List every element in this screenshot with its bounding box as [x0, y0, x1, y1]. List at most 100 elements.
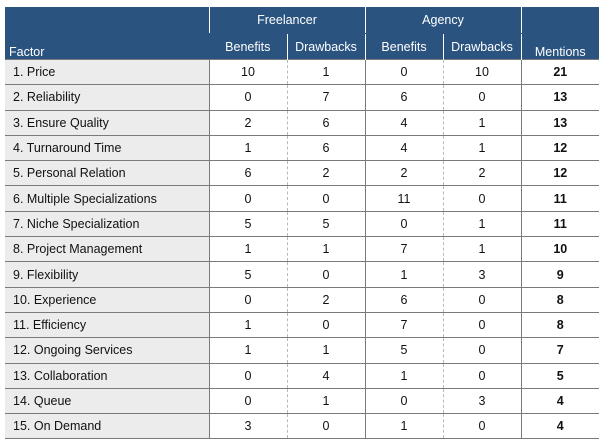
- header-group-row: Factor Freelancer Agency Mentions: [5, 7, 600, 60]
- freelancer-benefits-cell: 5: [209, 210, 288, 237]
- agency-benefits-cell: 7: [365, 311, 444, 338]
- agency-benefits-cell: 6: [365, 84, 444, 111]
- agency-drawbacks-cell: 3: [443, 261, 522, 288]
- table-header: Factor Freelancer Agency Mentions Benefi…: [5, 7, 600, 60]
- factor-cell: 7. Niche Specialization: [5, 210, 210, 237]
- agency-benefits-cell: 2: [365, 160, 444, 186]
- agency-drawbacks-cell: 0: [443, 84, 522, 111]
- agency-benefits-cell: 1: [365, 261, 444, 288]
- freelancer-drawbacks-cell: 6: [287, 109, 366, 136]
- freelancer-benefits-header: Benefits: [209, 33, 287, 60]
- mentions-cell: 8: [521, 311, 600, 338]
- mentions-cell: 4: [521, 387, 600, 414]
- agency-benefits-cell: 0: [365, 210, 444, 237]
- agency-drawbacks-cell: 0: [443, 286, 522, 313]
- factor-cell: 15. On Demand: [5, 413, 210, 440]
- mentions-column-header: Mentions: [520, 7, 600, 60]
- factor-cell: 1. Price: [5, 58, 210, 85]
- agency-drawbacks-cell: 1: [443, 134, 522, 161]
- agency-benefits-cell: 11: [365, 185, 444, 212]
- freelancer-benefits-cell: 6: [209, 160, 288, 186]
- table-row: 4. Turnaround Time 1 6 4 1 12: [5, 134, 600, 161]
- factor-cell: 13. Collaboration: [5, 362, 210, 389]
- freelancer-benefits-cell: 5: [209, 261, 288, 288]
- agency-benefits-cell: 4: [365, 109, 444, 136]
- freelancer-drawbacks-header: Drawbacks: [286, 33, 365, 60]
- freelancer-benefits-cell: 1: [209, 236, 288, 262]
- freelancer-drawbacks-cell: 6: [287, 134, 366, 161]
- agency-benefits-header: Benefits: [364, 33, 443, 60]
- freelancer-benefits-cell: 3: [209, 413, 288, 440]
- mentions-cell: 13: [521, 84, 600, 111]
- table-row: 8. Project Management 1 1 7 1 10: [5, 236, 600, 262]
- agency-drawbacks-cell: 3: [443, 387, 522, 414]
- agency-benefits-cell: 6: [365, 286, 444, 313]
- table-row: 2. Reliability 0 7 6 0 13: [5, 84, 600, 111]
- mentions-cell: 7: [521, 337, 600, 364]
- mentions-cell: 4: [521, 413, 600, 440]
- agency-drawbacks-cell: 0: [443, 311, 522, 338]
- freelancer-drawbacks-cell: 0: [287, 185, 366, 212]
- freelancer-benefits-cell: 2: [209, 109, 288, 136]
- freelancer-group-header: Freelancer: [208, 7, 365, 34]
- table-row: 14. Queue 0 1 0 3 4: [5, 387, 600, 414]
- agency-benefits-cell: 0: [365, 58, 444, 85]
- table-body: 1. Price 10 1 0 10 21 2. Reliability 0 7 6 0 13 3. E…: [5, 58, 600, 440]
- factor-cell: 2. Reliability: [5, 84, 210, 111]
- mentions-cell: 12: [521, 134, 600, 161]
- freelancer-drawbacks-cell: 4: [287, 362, 366, 389]
- freelancer-benefits-cell: 1: [209, 134, 288, 161]
- freelancer-benefits-cell: 0: [209, 84, 288, 111]
- table-row: 12. Ongoing Services 1 1 5 0 7: [5, 337, 600, 364]
- table-row: 15. On Demand 3 0 1 0 4: [5, 413, 600, 440]
- agency-benefits-cell: 7: [365, 236, 444, 262]
- freelancer-drawbacks-cell: 0: [287, 311, 366, 338]
- freelancer-benefits-cell: 10: [209, 58, 288, 85]
- table-row: 11. Efficiency 1 0 7 0 8: [5, 311, 600, 338]
- agency-drawbacks-header: Drawbacks: [442, 33, 522, 60]
- agency-drawbacks-cell: 0: [443, 413, 522, 440]
- table-row: 1. Price 10 1 0 10 21: [5, 58, 600, 85]
- freelancer-drawbacks-cell: 7: [287, 84, 366, 111]
- table-row: 3. Ensure Quality 2 6 4 1 13: [5, 109, 600, 136]
- factor-cell: 8. Project Management: [5, 236, 210, 262]
- factor-cell: 12. Ongoing Services: [5, 337, 210, 364]
- freelancer-drawbacks-cell: 2: [287, 160, 366, 186]
- agency-drawbacks-cell: 1: [443, 109, 522, 136]
- agency-benefits-cell: 1: [365, 362, 444, 389]
- table-row: 10. Experience 0 2 6 0 8: [5, 286, 600, 313]
- table-row: 7. Niche Specialization 5 5 0 1 11: [5, 210, 600, 237]
- factor-cell: 9. Flexibility: [5, 261, 210, 288]
- freelancer-benefits-cell: 0: [209, 286, 288, 313]
- freelancer-drawbacks-cell: 1: [287, 58, 366, 85]
- agency-drawbacks-cell: 0: [443, 337, 522, 364]
- agency-benefits-cell: 1: [365, 413, 444, 440]
- agency-benefits-cell: 4: [365, 134, 444, 161]
- factor-cell: 3. Ensure Quality: [5, 109, 210, 136]
- agency-drawbacks-cell: 1: [443, 236, 522, 262]
- mentions-cell: 9: [521, 261, 600, 288]
- comparison-table-container: Factor Freelancer Agency Mentions Benefi…: [5, 7, 600, 440]
- table-row: 5. Personal Relation 6 2 2 2 12: [5, 160, 600, 186]
- freelancer-benefits-cell: 1: [209, 337, 288, 364]
- table-row: 9. Flexibility 5 0 1 3 9: [5, 261, 600, 288]
- freelancer-benefits-cell: 0: [209, 387, 288, 414]
- factor-cell: 14. Queue: [5, 387, 210, 414]
- factor-cell: 11. Efficiency: [5, 311, 210, 338]
- freelancer-drawbacks-cell: 0: [287, 413, 366, 440]
- mentions-cell: 21: [521, 58, 600, 85]
- factor-cell: 6. Multiple Specializations: [5, 185, 210, 212]
- mentions-cell: 11: [521, 185, 600, 212]
- factor-cell: 10. Experience: [5, 286, 210, 313]
- freelancer-drawbacks-cell: 1: [287, 387, 366, 414]
- header-subcolumn-row: Benefits Drawbacks Benefits Drawbacks: [5, 33, 599, 60]
- agency-drawbacks-cell: 0: [443, 362, 522, 389]
- freelancer-drawbacks-cell: 5: [287, 210, 366, 237]
- agency-drawbacks-cell: 2: [443, 160, 522, 186]
- agency-benefits-cell: 0: [365, 387, 444, 414]
- mentions-cell: 13: [521, 109, 600, 136]
- mentions-cell: 8: [521, 286, 600, 313]
- factor-column-header: Factor: [5, 7, 209, 60]
- factor-cell: 4. Turnaround Time: [5, 134, 210, 161]
- factor-cell: 5. Personal Relation: [5, 160, 210, 186]
